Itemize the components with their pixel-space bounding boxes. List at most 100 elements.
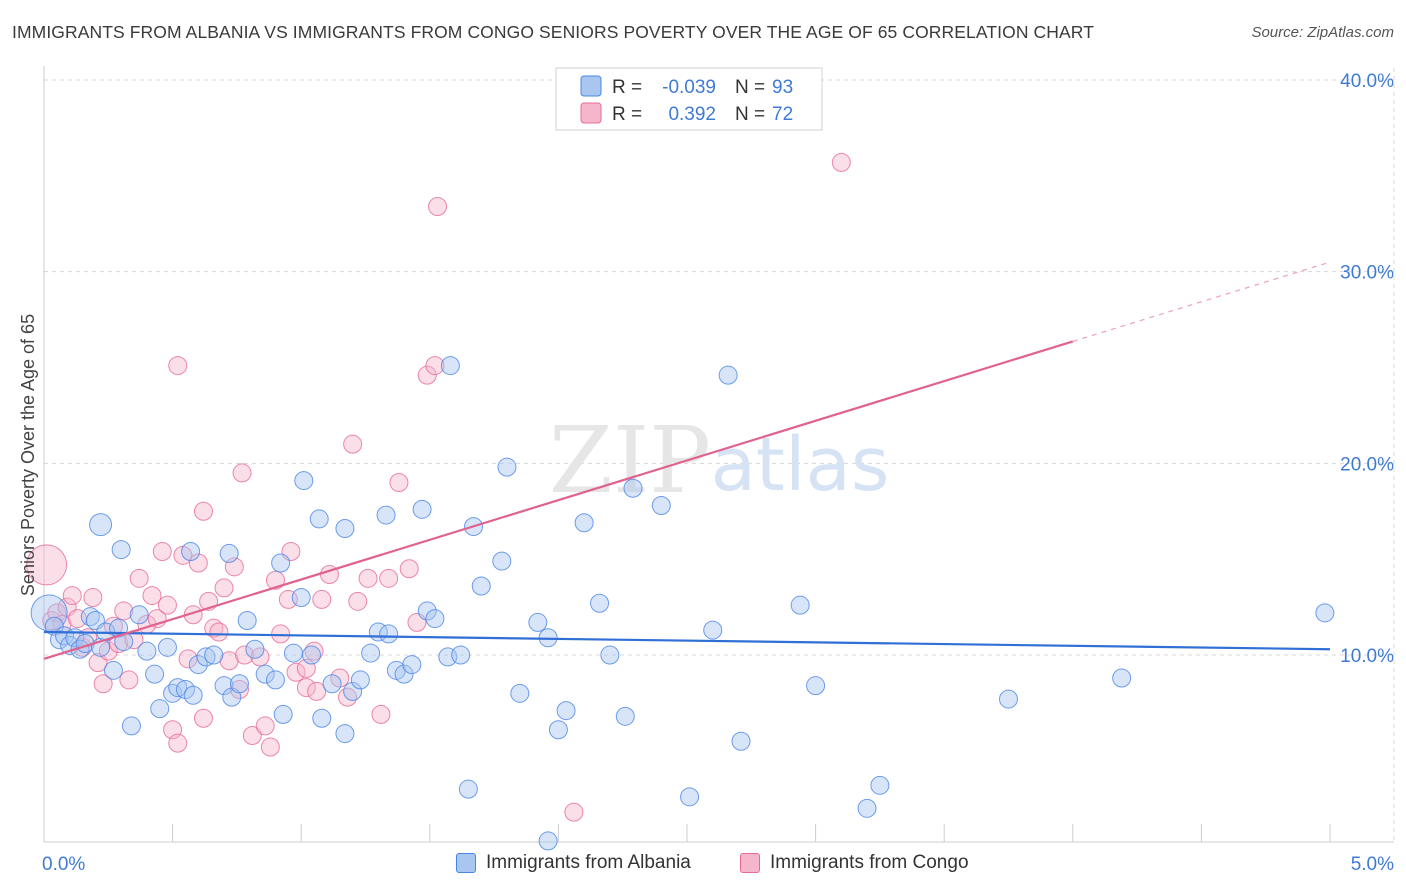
point-albania-71 (703, 620, 723, 640)
point-albania-37 (291, 588, 311, 607)
point-albania-17 (137, 641, 157, 661)
point-albania-43 (350, 670, 370, 690)
legend-swatch-congo (580, 102, 602, 124)
point-albania-82 (111, 540, 131, 560)
point-albania-36 (283, 643, 303, 663)
point-congo-65 (232, 463, 252, 483)
point-albania-70 (680, 787, 700, 807)
watermark: ZIP atlas (549, 407, 890, 514)
point-congo-53 (348, 591, 368, 611)
point-congo-9 (83, 588, 103, 607)
point-albania-15 (121, 716, 141, 736)
point-albania-92 (538, 831, 558, 851)
point-congo-20 (142, 586, 162, 606)
point-albania-40 (322, 674, 342, 694)
point-congo-15 (114, 601, 134, 621)
trend-line-congo (43, 340, 1074, 660)
legend-n-label-congo: N = (735, 104, 765, 125)
legend-swatch-congo-bottom (740, 853, 760, 873)
y-tick-labels: 10.0% 20.0% 30.0% 40.0% (1340, 71, 1394, 667)
point-congo-67 (307, 681, 327, 701)
point-congo-34 (214, 578, 234, 598)
point-congo-25 (168, 733, 188, 753)
point-albania-19 (150, 699, 170, 719)
point-congo-33 (209, 622, 229, 642)
point-albania-39 (312, 708, 332, 728)
point-albania-76 (857, 798, 877, 818)
point-albania-64 (574, 513, 594, 533)
point-albania-75 (806, 676, 826, 696)
point-congo-60 (417, 365, 437, 385)
point-albania-16 (129, 605, 149, 625)
legend-r-label-congo: R = (612, 104, 642, 125)
point-congo-29 (188, 553, 208, 573)
x-tick-label-0: 0.0% (42, 854, 85, 875)
point-albania-59 (510, 683, 530, 703)
point-albania-68 (623, 478, 643, 498)
point-albania-30 (229, 674, 249, 694)
y-tick-label-2: 30.0% (1340, 263, 1394, 284)
point-albania-49 (402, 655, 422, 675)
point-albania-80 (1315, 603, 1335, 623)
point-albania-44 (361, 643, 381, 663)
point-congo-44 (271, 624, 291, 644)
point-albania-32 (245, 639, 265, 659)
point-albania-38 (301, 645, 321, 665)
point-albania-60 (528, 612, 548, 632)
point-albania-8 (80, 607, 100, 627)
point-congo-55 (371, 704, 391, 724)
trend-line-albania (43, 630, 1331, 651)
point-congo-43 (265, 570, 285, 590)
point-albania-87 (309, 509, 329, 529)
point-albania-18 (145, 664, 165, 684)
point-congo-47 (296, 678, 316, 698)
point-congo-16 (119, 670, 139, 690)
point-albania-0 (30, 594, 68, 632)
legend-label-albania: Immigrants from Albania (486, 852, 691, 873)
point-congo-63 (168, 356, 188, 376)
trend-line-congo-extension (1072, 261, 1331, 343)
point-albania-28 (214, 676, 234, 696)
point-albania-90 (440, 356, 460, 376)
point-albania-22 (168, 678, 188, 698)
point-albania-69 (651, 496, 671, 515)
point-congo-69 (564, 802, 584, 822)
point-congo-32 (204, 618, 224, 638)
point-albania-85 (271, 553, 291, 573)
point-albania-42 (343, 681, 363, 701)
point-albania-6 (70, 639, 90, 659)
y-axis-label: Seniors Poverty Over the Age of 65 (18, 314, 38, 596)
point-albania-23 (175, 680, 195, 699)
series-albania-points (30, 356, 1335, 851)
point-albania-51 (417, 601, 437, 621)
point-albania-54 (451, 645, 471, 665)
point-albania-41 (335, 724, 355, 744)
point-albania-89 (376, 505, 396, 525)
point-albania-84 (219, 543, 239, 563)
point-albania-27 (204, 645, 224, 665)
axes (43, 66, 1394, 843)
point-congo-68 (428, 197, 448, 216)
legend-n-label-albania: N = (735, 77, 765, 98)
point-albania-72 (718, 365, 738, 385)
point-albania-48 (394, 664, 414, 684)
chart-title: IMMIGRANTS FROM ALBANIA VS IMMIGRANTS FR… (12, 22, 1094, 42)
point-albania-26 (196, 647, 216, 667)
legend-r-label-albania: R = (612, 77, 642, 98)
point-albania-83 (181, 542, 201, 561)
point-albania-50 (412, 499, 432, 519)
point-congo-64 (193, 501, 213, 521)
point-congo-0 (26, 544, 68, 586)
legend-item-albania[interactable]: Immigrants from Albania (456, 852, 691, 874)
point-albania-58 (497, 457, 517, 477)
point-albania-34 (265, 670, 285, 690)
legend-n-value-albania: 93 (772, 77, 793, 98)
point-albania-86 (294, 471, 314, 491)
point-albania-78 (999, 689, 1018, 709)
legend-item-congo[interactable]: Immigrants from Congo (740, 852, 969, 874)
point-albania-91 (458, 779, 478, 799)
point-albania-24 (183, 685, 203, 705)
point-albania-2 (49, 630, 69, 650)
point-congo-70 (831, 152, 851, 172)
